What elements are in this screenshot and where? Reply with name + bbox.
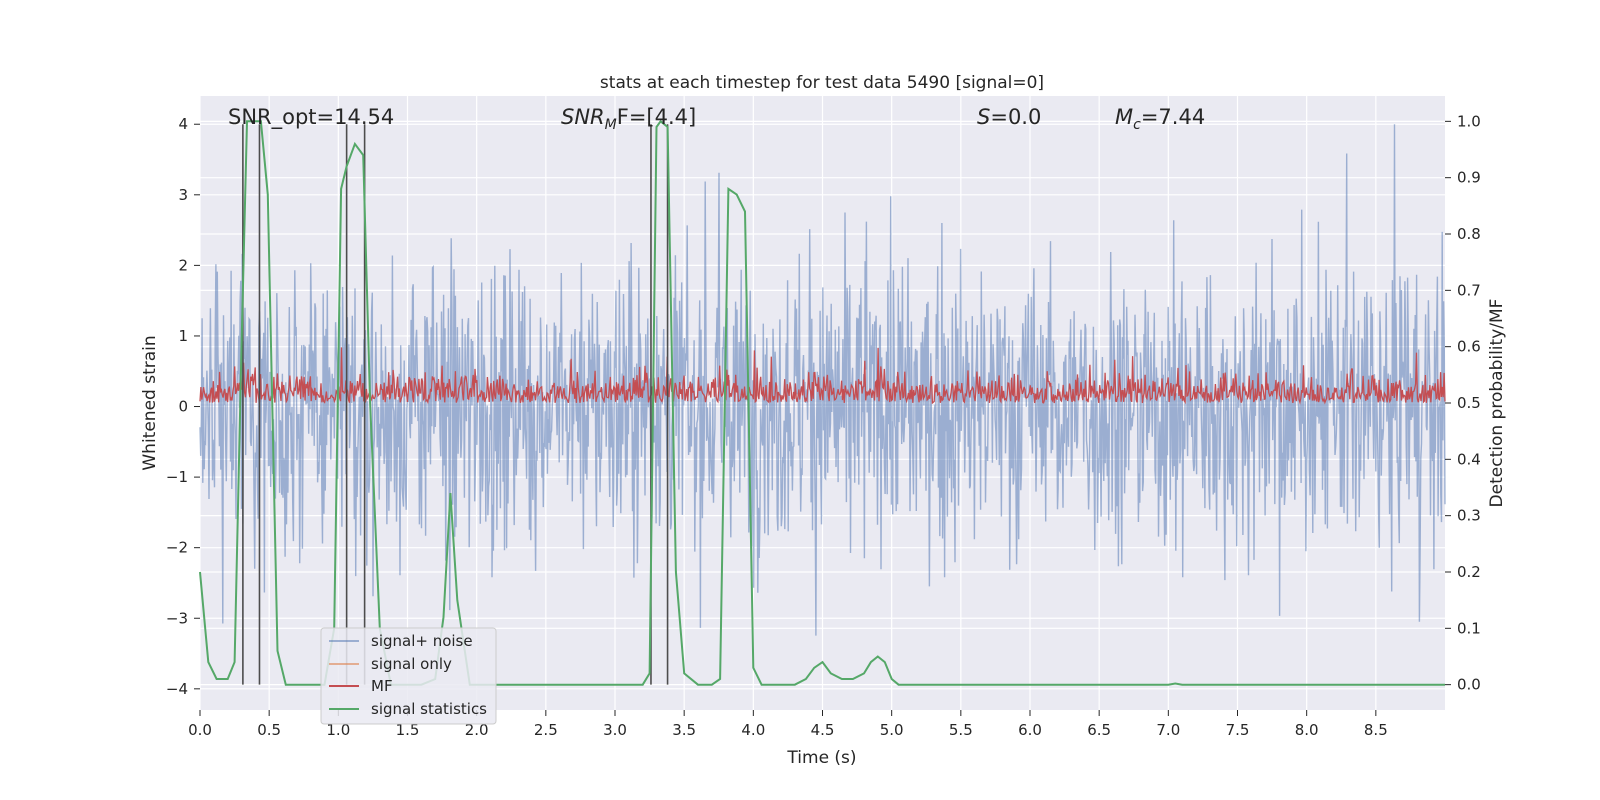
legend-label-signal-statistics: signal statistics — [371, 700, 487, 718]
y-axis-label-right: Detection probability/MF — [1487, 299, 1507, 508]
mf-line — [199, 347, 1446, 405]
x-tick-label: 3.5 — [672, 721, 696, 739]
y-tick-label-left: 2 — [178, 256, 188, 274]
x-tick-label: 6.0 — [1018, 721, 1042, 739]
y-tick-label-left: 0 — [178, 398, 188, 416]
legend-label-signal-only: signal only — [371, 655, 452, 673]
y-tick-label-left: −2 — [166, 539, 188, 557]
x-tick-label: 0.5 — [257, 721, 281, 739]
y-tick-label-right: 0.8 — [1457, 225, 1481, 243]
x-tick-label: 3.0 — [603, 721, 627, 739]
x-tick-label: 4.0 — [741, 721, 765, 739]
x-tick-label: 0.0 — [188, 721, 212, 739]
y-tick-label-left: −3 — [166, 609, 188, 627]
x-axis-label: Time (s) — [786, 748, 856, 768]
series-signal-statistics — [199, 119, 1445, 686]
x-tick-label: 8.5 — [1364, 721, 1388, 739]
annotation-mc: Mc=7.44 — [1115, 105, 1205, 133]
y-tick-label-right: 0.1 — [1457, 619, 1481, 637]
x-tick-label: 1.5 — [396, 721, 420, 739]
legend-box — [320, 627, 497, 725]
y-tick-label-right: 0.3 — [1457, 507, 1481, 525]
y-axis-label-left: Whitened strain — [140, 335, 160, 470]
y-tick-label-right: 1.0 — [1457, 112, 1481, 130]
series-mf — [199, 347, 1446, 405]
chart-title: stats at each timestep for test data 549… — [600, 73, 1044, 93]
annotation-s: S=0.0 — [977, 105, 1041, 129]
x-tick-label: 8.0 — [1295, 721, 1319, 739]
y-tick-label-left: 4 — [178, 115, 188, 133]
annotation-snr-mf: SNRMF=[4.4] — [561, 105, 696, 133]
x-tick-label: 2.5 — [534, 721, 558, 739]
axis-ticks: 0.0 0.5 1.0 1.5 2.0 2.5 3.0 3.5 4.0 4.5 5.0 5.5 6.0 6… — [166, 112, 1481, 739]
legend: signal+ noise signal only MF signal stat… — [320, 627, 497, 725]
y-tick-label-right: 0.0 — [1457, 676, 1481, 694]
y-tick-label-right: 0.7 — [1457, 281, 1481, 299]
x-tick-label: 7.5 — [1226, 721, 1250, 739]
y-tick-label-right: 0.2 — [1457, 563, 1481, 581]
x-tick-label: 2.0 — [465, 721, 489, 739]
y-tick-label-left: −4 — [166, 680, 188, 698]
x-tick-label: 5.0 — [880, 721, 904, 739]
y-tick-label-left: −1 — [166, 468, 188, 486]
legend-label-signal-noise: signal+ noise — [371, 632, 473, 650]
y-tick-label-right: 0.6 — [1457, 338, 1481, 356]
y-tick-label-left: 1 — [178, 327, 188, 345]
y-tick-label-right: 0.4 — [1457, 450, 1481, 468]
legend-label-mf: MF — [371, 677, 393, 695]
y-tick-label-right: 0.9 — [1457, 169, 1481, 187]
y-tick-label-left: 3 — [178, 186, 188, 204]
x-tick-label: 7.0 — [1156, 721, 1180, 739]
signal-statistics-line — [199, 119, 1445, 686]
x-tick-label: 5.5 — [949, 721, 973, 739]
x-tick-label: 4.5 — [811, 721, 835, 739]
y-tick-label-right: 0.5 — [1457, 394, 1481, 412]
x-tick-label: 6.5 — [1087, 721, 1111, 739]
annotation-snr-opt: SNR_opt=14.54 — [228, 105, 394, 130]
x-tick-label: 1.0 — [326, 721, 350, 739]
